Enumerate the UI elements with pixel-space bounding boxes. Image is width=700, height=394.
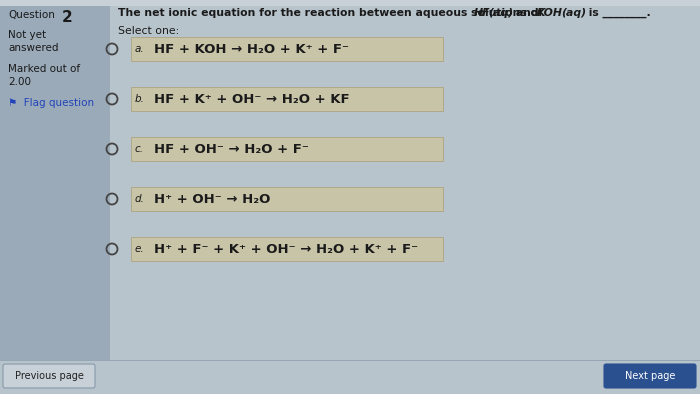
Text: ⚑  Flag question: ⚑ Flag question <box>8 98 94 108</box>
Text: Select one:: Select one: <box>118 26 179 36</box>
Text: Question: Question <box>8 10 55 20</box>
Text: (aq): (aq) <box>488 8 513 18</box>
Text: 2: 2 <box>62 10 73 25</box>
Text: Previous page: Previous page <box>15 371 83 381</box>
Text: HF + KOH → H₂O + K⁺ + F⁻: HF + KOH → H₂O + K⁺ + F⁻ <box>154 43 349 56</box>
FancyBboxPatch shape <box>131 137 443 161</box>
Text: HF: HF <box>474 8 491 18</box>
Text: H⁺ + F⁻ + K⁺ + OH⁻ → H₂O + K⁺ + F⁻: H⁺ + F⁻ + K⁺ + OH⁻ → H₂O + K⁺ + F⁻ <box>154 242 418 255</box>
FancyBboxPatch shape <box>131 37 443 61</box>
Text: c.: c. <box>135 144 144 154</box>
Text: b.: b. <box>135 94 145 104</box>
Text: Not yet: Not yet <box>8 30 46 40</box>
FancyBboxPatch shape <box>3 364 95 388</box>
Text: H⁺ + OH⁻ → H₂O: H⁺ + OH⁻ → H₂O <box>154 193 270 206</box>
FancyBboxPatch shape <box>131 187 443 211</box>
FancyBboxPatch shape <box>131 237 443 261</box>
Text: HF + K⁺ + OH⁻ → H₂O + KF: HF + K⁺ + OH⁻ → H₂O + KF <box>154 93 349 106</box>
Text: a.: a. <box>135 44 145 54</box>
Text: 2.00: 2.00 <box>8 77 31 87</box>
Text: Marked out of: Marked out of <box>8 64 80 74</box>
Text: KOH: KOH <box>537 8 563 18</box>
Text: (aq): (aq) <box>561 8 586 18</box>
Text: answered: answered <box>8 43 59 53</box>
Text: and: and <box>512 8 542 18</box>
Text: is ________.: is ________. <box>585 8 651 18</box>
Text: d.: d. <box>135 194 145 204</box>
Text: HF + OH⁻ → H₂O + F⁻: HF + OH⁻ → H₂O + F⁻ <box>154 143 309 156</box>
Bar <box>0 0 110 394</box>
FancyBboxPatch shape <box>604 364 696 388</box>
Bar <box>0 0 700 6</box>
FancyBboxPatch shape <box>131 87 443 111</box>
Bar <box>0 360 700 394</box>
Text: The net ionic equation for the reaction between aqueous solutions of: The net ionic equation for the reaction … <box>118 8 547 18</box>
Text: Next page: Next page <box>625 371 676 381</box>
Text: e.: e. <box>135 244 145 254</box>
